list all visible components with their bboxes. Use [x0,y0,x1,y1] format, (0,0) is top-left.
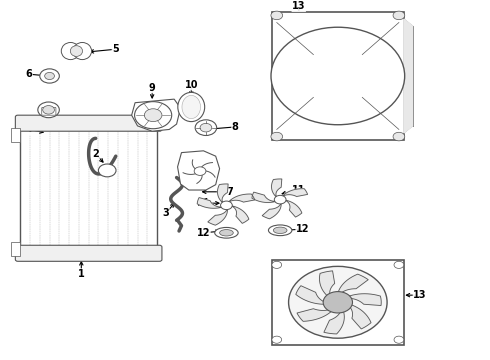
Polygon shape [337,274,368,300]
Polygon shape [341,294,381,306]
Circle shape [200,123,212,132]
Circle shape [274,195,286,204]
Circle shape [271,11,283,20]
Circle shape [289,266,387,338]
Polygon shape [342,302,371,329]
Polygon shape [218,184,228,203]
Text: 8: 8 [232,122,239,132]
Ellipse shape [182,95,200,118]
Circle shape [38,102,59,118]
Text: 10: 10 [185,80,198,90]
Bar [272,260,404,345]
FancyBboxPatch shape [15,115,162,131]
Polygon shape [296,286,334,304]
Polygon shape [252,192,277,202]
Text: 12: 12 [196,228,210,238]
Circle shape [271,132,283,141]
Polygon shape [177,151,220,190]
Circle shape [194,167,206,175]
FancyBboxPatch shape [42,107,56,115]
Polygon shape [208,208,227,225]
Polygon shape [282,189,308,197]
Polygon shape [324,305,344,334]
Bar [11,128,20,142]
Circle shape [220,201,232,210]
Circle shape [195,120,217,135]
Polygon shape [319,271,335,301]
Circle shape [272,261,282,269]
Circle shape [43,105,54,114]
Polygon shape [297,305,337,321]
FancyBboxPatch shape [272,12,404,140]
Polygon shape [228,194,255,203]
Circle shape [98,164,116,177]
Text: 12: 12 [296,224,309,234]
Ellipse shape [273,227,287,234]
Text: 11: 11 [196,198,210,208]
Polygon shape [284,200,302,217]
Ellipse shape [220,230,233,236]
Circle shape [45,72,54,80]
Ellipse shape [269,225,292,236]
Polygon shape [230,206,249,223]
Circle shape [40,69,59,83]
Text: 7: 7 [226,187,233,197]
Text: 2: 2 [93,149,99,159]
Circle shape [332,298,343,307]
Text: 4: 4 [25,125,32,134]
Text: 5: 5 [112,44,119,54]
Ellipse shape [215,228,238,238]
Ellipse shape [71,46,82,57]
Circle shape [272,336,282,343]
Circle shape [135,102,171,129]
Circle shape [393,132,405,141]
Bar [11,242,20,256]
Polygon shape [271,179,282,198]
Bar [20,117,157,260]
Polygon shape [404,19,413,133]
Text: 13: 13 [292,1,305,12]
Text: 11: 11 [292,185,305,195]
Circle shape [394,261,404,269]
Circle shape [394,336,404,343]
Text: 1: 1 [78,269,85,279]
Text: 13: 13 [413,290,427,300]
Text: 9: 9 [149,83,155,93]
Ellipse shape [61,42,80,60]
Ellipse shape [73,42,92,60]
Polygon shape [262,202,281,219]
Text: 6: 6 [25,69,32,79]
Text: 3: 3 [163,208,169,218]
Circle shape [393,11,405,20]
Circle shape [145,109,162,122]
Polygon shape [197,198,223,208]
FancyBboxPatch shape [15,245,162,261]
Circle shape [323,292,352,313]
Circle shape [271,27,405,125]
Ellipse shape [178,93,205,122]
Polygon shape [132,99,180,131]
